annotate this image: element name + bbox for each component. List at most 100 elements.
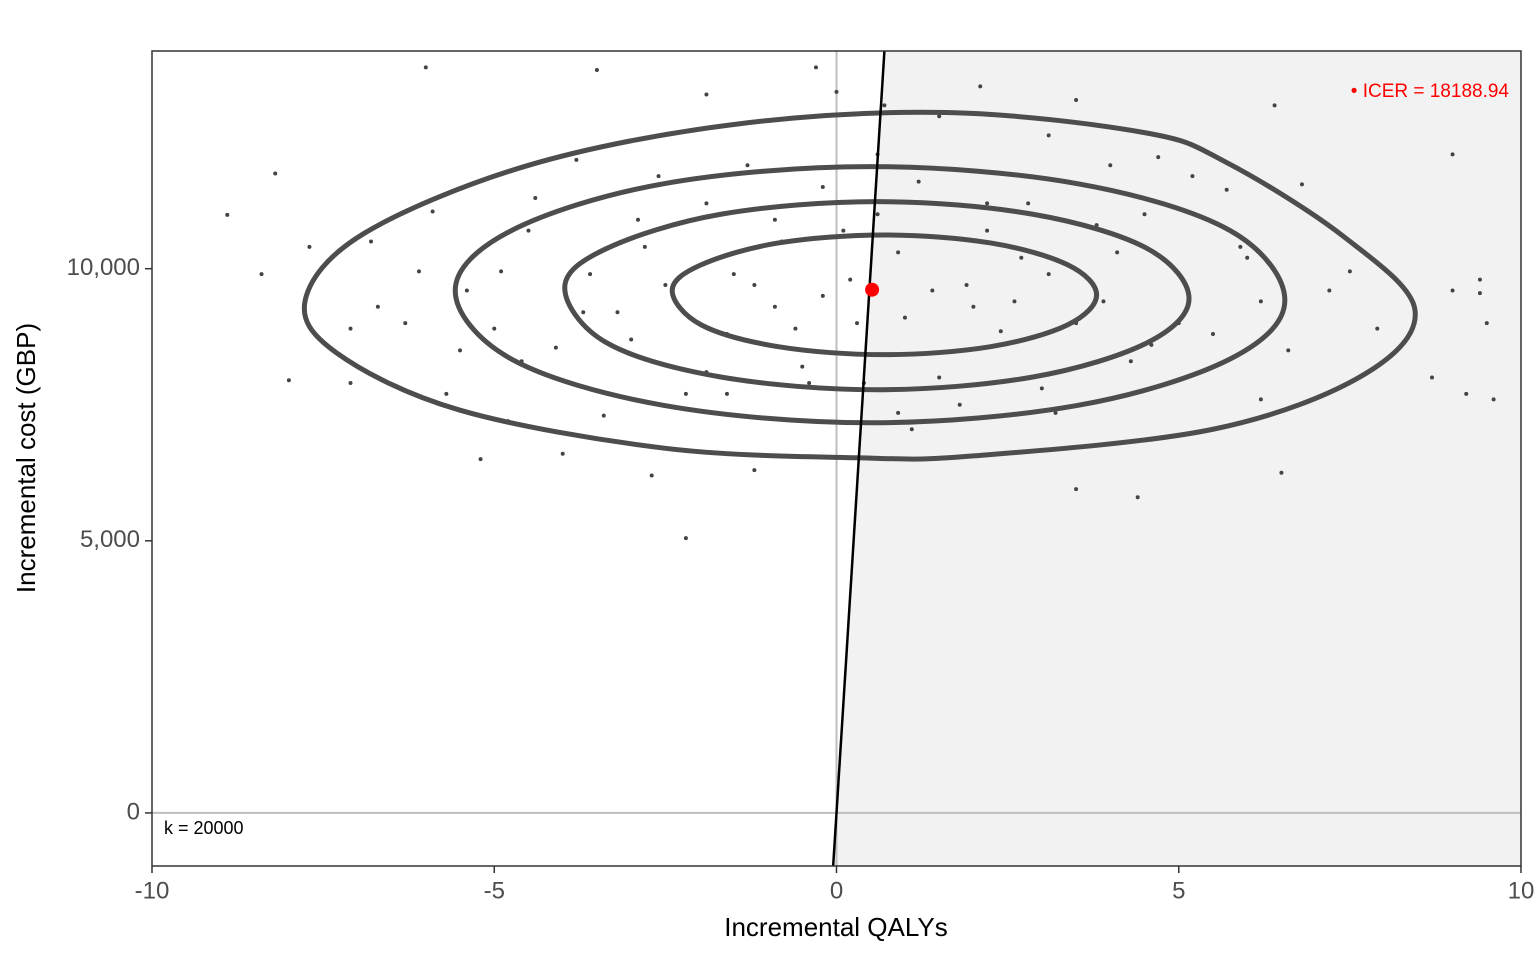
sample-point: [403, 321, 408, 326]
sample-point: [896, 410, 901, 415]
sample-point: [704, 201, 709, 206]
sample-point: [1299, 182, 1304, 187]
sample-point: [533, 195, 538, 200]
sample-point: [1019, 255, 1024, 260]
sample-point: [663, 283, 668, 288]
sample-point: [800, 364, 805, 369]
sample-point: [1101, 299, 1106, 304]
sample-point: [1279, 470, 1284, 475]
sample-point: [1347, 269, 1352, 274]
sample-point: [1258, 299, 1263, 304]
sample-point: [1026, 201, 1031, 206]
sample-point: [683, 391, 688, 396]
sample-point: [813, 65, 818, 70]
sample-point: [1210, 332, 1215, 337]
sample-point: [704, 92, 709, 97]
sample-point: [1115, 250, 1120, 255]
plot-area: [152, 51, 1521, 866]
density-contour: [562, 199, 1192, 393]
x-tick-label: -10: [135, 877, 170, 904]
sample-point: [752, 283, 757, 288]
sample-point: [1484, 321, 1489, 326]
sample-point: [526, 228, 531, 233]
sample-point: [745, 163, 750, 168]
sample-point: [478, 457, 483, 462]
sample-point: [601, 413, 606, 418]
sample-point: [1074, 487, 1079, 492]
sample-point: [1074, 97, 1079, 102]
sample-point: [307, 244, 312, 249]
sample-point: [875, 212, 880, 217]
sample-point: [1430, 375, 1435, 380]
sample-point: [957, 402, 962, 407]
sample-point: [848, 277, 853, 282]
sample-point: [834, 89, 839, 94]
sample-point: [656, 174, 661, 179]
sample-point: [985, 201, 990, 206]
sample-point: [1258, 397, 1263, 402]
sample-point: [1053, 410, 1058, 415]
sample-point: [683, 536, 688, 541]
sample-point: [985, 228, 990, 233]
sample-point: [1039, 386, 1044, 391]
icer-label: • ICER = 18188.94: [1351, 81, 1510, 102]
sample-point: [1491, 397, 1496, 402]
sample-point: [492, 326, 497, 331]
sample-point: [1156, 155, 1161, 160]
sample-point: [348, 326, 353, 331]
sample-point: [416, 269, 421, 274]
sample-point: [458, 348, 463, 353]
sample-point: [259, 272, 264, 277]
sample-point: [971, 304, 976, 309]
sample-point: [937, 375, 942, 380]
sample-point: [1375, 326, 1380, 331]
sample-point: [772, 217, 777, 222]
sample-point: [588, 272, 593, 277]
density-contour: [669, 232, 1100, 358]
k-label: k = 20000: [164, 818, 244, 838]
sample-point: [581, 310, 586, 315]
sample-point: [1108, 163, 1113, 168]
sample-point: [998, 329, 1003, 334]
x-tick-label: 0: [830, 877, 843, 904]
sample-point: [724, 391, 729, 396]
sample-point: [1450, 288, 1455, 293]
sample-point: [909, 427, 914, 432]
sample-point: [902, 315, 907, 320]
sample-point: [964, 283, 969, 288]
sample-point: [731, 272, 736, 277]
sample-point: [772, 304, 777, 309]
sample-point: [649, 473, 654, 478]
sample-point: [930, 288, 935, 293]
sample-point: [375, 304, 380, 309]
sample-point: [560, 451, 565, 456]
sample-point: [1224, 187, 1229, 192]
sample-point: [1477, 277, 1482, 282]
sample-point: [423, 65, 428, 70]
sample-point: [635, 217, 640, 222]
sample-point: [1245, 255, 1250, 260]
sample-point: [752, 468, 757, 473]
sample-point: [1238, 244, 1243, 249]
sample-point: [629, 337, 634, 342]
sample-point: [793, 326, 798, 331]
sample-point: [820, 185, 825, 190]
sample-point: [553, 345, 558, 350]
sample-point: [1128, 359, 1133, 364]
sample-point: [225, 212, 230, 217]
sample-point: [978, 84, 983, 89]
sample-point: [820, 293, 825, 298]
sample-point: [841, 228, 846, 233]
acceptability-region: [833, 51, 1521, 866]
sample-point: [1046, 133, 1051, 138]
y-axis-title: Incremental cost (GBP): [11, 323, 41, 593]
sample-point: [594, 68, 599, 73]
sample-point: [430, 209, 435, 214]
icer-point: [865, 282, 880, 297]
y-tick-label: 10,000: [67, 254, 140, 281]
sample-point: [1142, 212, 1147, 217]
sample-point: [348, 380, 353, 385]
sample-point: [615, 310, 620, 315]
sample-point: [896, 250, 901, 255]
